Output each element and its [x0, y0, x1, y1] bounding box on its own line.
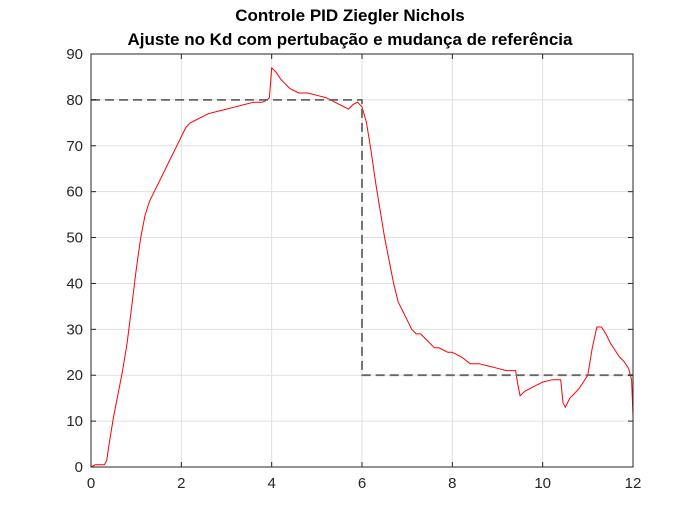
x-tick-label: 2 [177, 475, 185, 492]
reference-line [91, 99, 633, 377]
chart-title: Controle PID Ziegler Nichols [235, 6, 465, 25]
y-tick-label: 30 [66, 321, 83, 338]
y-tick-label: 0 [75, 459, 83, 476]
y-tick-label: 60 [66, 184, 83, 201]
x-tick-label: 4 [267, 475, 275, 492]
x-tick-label: 8 [448, 475, 456, 492]
y-tick-label: 90 [66, 46, 83, 63]
y-tick-label: 50 [66, 230, 83, 247]
y-tick-label: 80 [66, 92, 83, 109]
y-tick-label: 20 [66, 367, 83, 384]
x-tick-label: 6 [358, 475, 366, 492]
x-tick-label: 12 [625, 475, 642, 492]
y-tick-label: 40 [66, 275, 83, 292]
x-tick-label: 10 [534, 475, 551, 492]
response-line [90, 67, 634, 468]
y-tick-label: 70 [66, 138, 83, 155]
y-tick-label: 10 [66, 413, 83, 430]
chart-subtitle: Ajuste no Kd com pertubação e mudança de… [127, 30, 573, 49]
x-tick-label: 0 [87, 475, 95, 492]
